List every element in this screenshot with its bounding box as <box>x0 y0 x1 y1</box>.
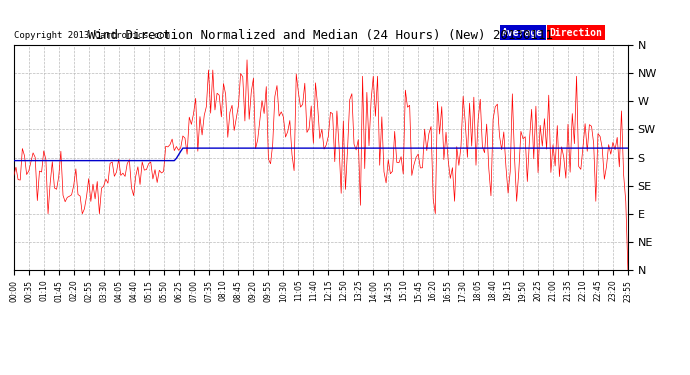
Text: Direction: Direction <box>549 28 602 38</box>
Title: Wind Direction Normalized and Median (24 Hours) (New) 20130111: Wind Direction Normalized and Median (24… <box>88 30 553 42</box>
Text: Copyright 2013 Cartronics.com: Copyright 2013 Cartronics.com <box>14 32 170 40</box>
Text: Average: Average <box>502 28 543 38</box>
